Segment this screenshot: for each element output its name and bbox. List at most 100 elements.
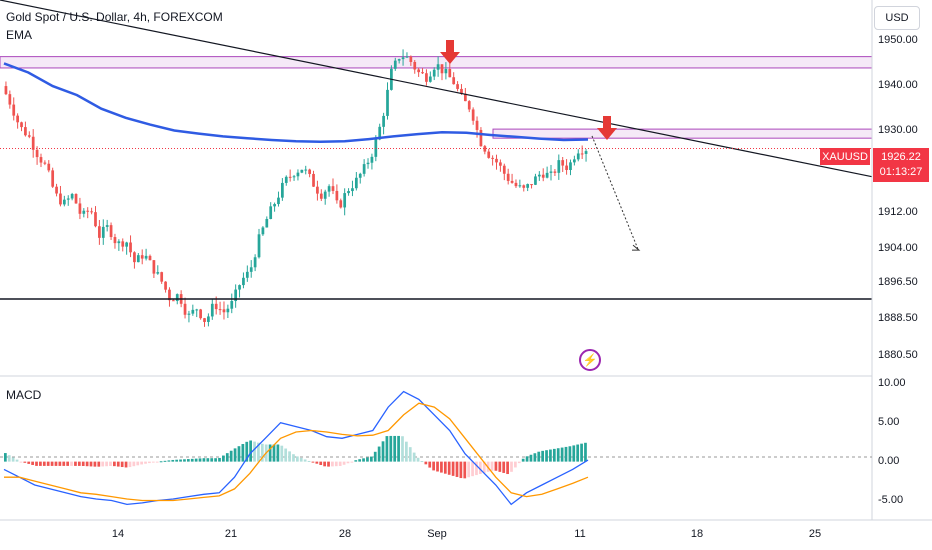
macd-histogram-bar [50,461,54,466]
candle [35,146,39,165]
candle [545,166,549,179]
time-tick-label: 25 [808,528,822,540]
macd-histogram-bar [498,461,502,472]
resistance-zone-upper [0,56,873,69]
macd-histogram-bar [116,461,120,467]
macd-histogram-bar [159,461,163,463]
candle [413,60,417,74]
candle [401,49,405,66]
macd-histogram-bar [89,461,93,467]
macd-histogram-bar [319,461,323,466]
macd-histogram-bar [46,461,50,466]
candle-body [463,93,467,102]
macd-histogram-bar [323,461,326,467]
candle-body [101,226,105,238]
candle-body [304,169,308,171]
macd-histogram-bar [257,442,260,462]
macd-histogram-bar [35,461,38,466]
macd-histogram-bar [315,461,319,464]
candle-body [335,190,339,201]
candle-body [526,184,530,188]
macd-indicator-label[interactable]: MACD [6,388,42,402]
candle [506,168,510,185]
candle-body [436,64,440,70]
macd-histogram-bar [7,455,11,462]
candle [541,168,545,182]
macd-histogram-bar [74,461,77,466]
candle-body [59,193,62,205]
macd-histogram-bar [564,446,568,462]
candle-body [331,186,335,191]
candle [78,197,82,220]
macd-histogram-bar [381,441,385,462]
candle-body [62,199,66,205]
macd-histogram-bar [525,456,529,462]
time-tick-label: 21 [224,528,238,540]
resistance-zone-lower [492,128,873,139]
macd-histogram-bar [463,461,467,479]
candle-body [199,309,202,319]
candle [510,173,514,184]
ema-indicator-label[interactable]: EMA [6,28,33,42]
candle-body [277,197,280,205]
candle-body [506,173,510,181]
candle [113,233,117,249]
candle-body [343,193,347,208]
macd-histogram-bar [296,456,299,462]
candle-body [292,176,296,178]
candle [323,189,327,205]
time-tick-label: 28 [338,528,352,540]
candle [569,159,572,176]
candle-body [499,162,502,166]
macd-histogram-bar [350,461,354,463]
candle-body [156,272,160,274]
candle-body [238,285,241,290]
macd-histogram-bar [354,460,358,462]
candle [152,260,156,278]
candle [70,192,74,201]
candle [136,253,140,263]
time-tick-label: 14 [111,528,125,540]
candle [331,178,335,195]
candle [417,67,421,77]
candle [296,169,300,181]
candle [428,71,432,83]
macd-histogram-bar [167,460,171,462]
candle [140,249,144,265]
macd-histogram-bar [556,448,560,462]
price-tick-label: 1912.00 [878,205,918,218]
candle-body [74,193,78,204]
candle [456,81,459,92]
candle [362,159,366,177]
macd-tick-label: 10.00 [878,376,906,389]
candle [557,154,561,180]
candle-body [382,115,385,127]
macd-histogram-bar [93,461,97,467]
candle-body [327,186,331,192]
candle [16,113,19,129]
candle [191,304,195,316]
macd-histogram-bar [443,461,447,474]
candle-body [316,186,319,194]
candle-body [51,170,55,187]
macd-histogram-bar [4,453,7,462]
flash-icon[interactable]: ⚡ [579,349,601,371]
macd-histogram-bar [455,461,459,477]
macd-histogram-bar [190,458,194,462]
candle [234,284,238,308]
candle [20,121,23,132]
candle [483,144,487,155]
macd-histogram-bar [54,461,58,466]
price-tick-label: 1904.00 [878,242,918,255]
candle-body [323,191,327,199]
candle [573,155,576,166]
candle [105,219,109,232]
candle-body [518,185,522,187]
candle [74,193,78,204]
currency-button[interactable]: USD [874,6,920,30]
candle [386,82,389,120]
candle-body [113,237,117,244]
candle-body [164,281,167,290]
macd-histogram-bar [397,435,400,462]
candle-body [312,173,315,187]
